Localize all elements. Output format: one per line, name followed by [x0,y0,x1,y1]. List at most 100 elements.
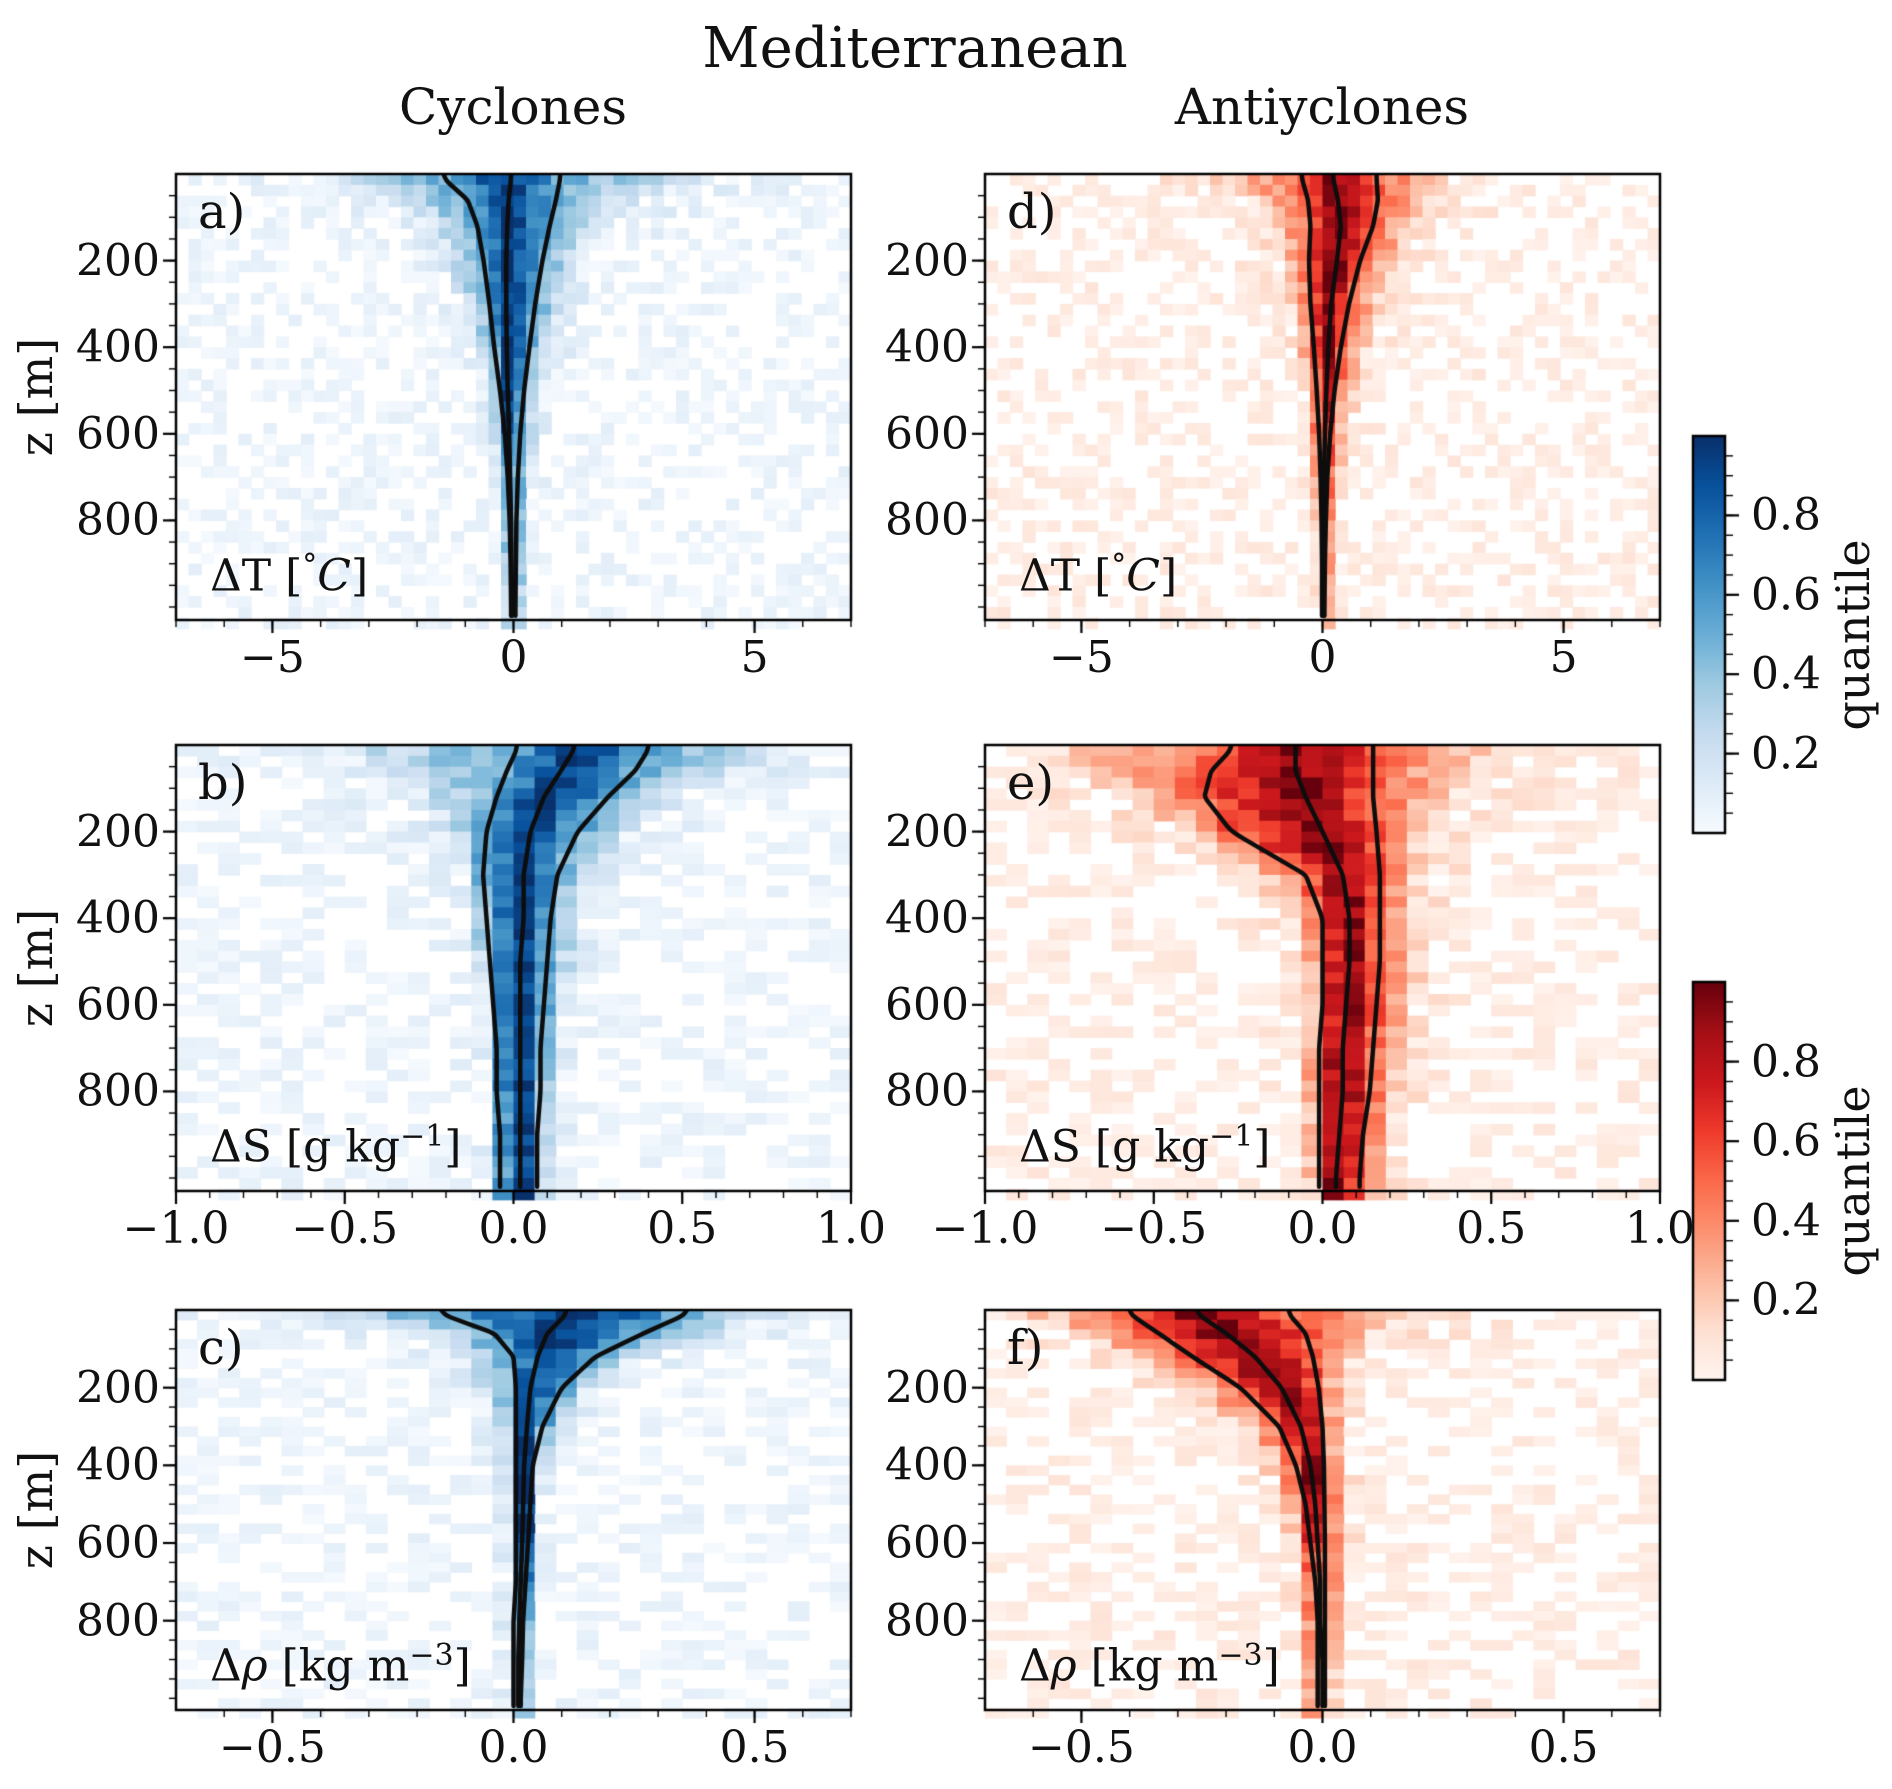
xtick-label-f-−0.5: −0.5 [1028,1722,1135,1773]
colorbar-red-tick-0.8: 0.8 [1751,1036,1821,1088]
xtick-label-e-−0.5: −0.5 [1100,1203,1208,1254]
colorbar-blue-tick-0.6: 0.6 [1751,569,1821,621]
panel-letter-a: a) [198,184,246,240]
column-header-cyclones: Cyclones [398,78,628,136]
xtick-label-a-−5: −5 [239,632,305,683]
var-label-part: ] [1262,1640,1280,1692]
xtick-label-b-−1.0: −1.0 [122,1203,230,1254]
xtick-label-e-0.5: 0.5 [1456,1203,1527,1254]
panel-letter-f: f) [1007,1320,1044,1376]
var-label-a: ΔT [°C] [210,548,368,602]
colorbar-red-tick-0.6: 0.6 [1751,1115,1821,1167]
xtick-label-b-−0.5: −0.5 [291,1203,399,1254]
var-label-d: ΔT [°C] [1019,548,1177,602]
column-header-antiyclones: Antiyclones [1174,78,1470,136]
var-label-part: C [317,550,351,602]
colorbar-blue [1693,436,1725,833]
ytick-label-c-200: 200 [76,1362,160,1414]
var-label-part: ° [1111,548,1127,583]
panel-letter-b: b) [198,755,248,811]
var-label-part: ΔT [ [210,550,303,602]
colorbar-blue-label: quantile [1826,538,1880,731]
colorbar-red-tick-0.2: 0.2 [1751,1274,1821,1326]
ytick-label-c-600: 600 [76,1517,160,1569]
ytick-label-b-200: 200 [76,806,160,858]
var-label-part: ρ [241,1640,268,1692]
var-label-part: [kg m [267,1640,410,1692]
ytick-label-b-800: 800 [76,1065,160,1117]
var-label-c: Δρ [kg m−3] [210,1638,471,1692]
ytick-label-a-200: 200 [76,235,160,287]
xtick-label-f-0.5: 0.5 [1528,1722,1599,1773]
panel-letter-d: d) [1007,184,1057,240]
var-label-e: ΔS [g kg−1] [1019,1119,1270,1173]
var-label-part: ΔS [g kg [1019,1121,1210,1173]
xtick-label-e-−1.0: −1.0 [931,1203,1039,1254]
xtick-label-c-−0.5: −0.5 [219,1722,326,1773]
xtick-label-f-0.0: 0.0 [1287,1722,1358,1773]
ytick-label-d-800: 800 [885,494,969,546]
var-label-part: ] [350,550,369,602]
xtick-label-b-0.5: 0.5 [647,1203,718,1254]
panel-d-heatmap [985,174,1660,620]
xtick-label-c-0.0: 0.0 [478,1722,549,1773]
y-axis-label-a: z [m] [9,337,63,457]
ytick-label-d-600: 600 [885,408,969,460]
var-label-part: −3 [409,1638,454,1673]
var-label-part: ΔT [ [1019,550,1112,602]
ytick-label-e-400: 400 [885,892,969,944]
ytick-label-b-600: 600 [76,979,160,1031]
panel-letter-c: c) [198,1320,244,1376]
xtick-label-e-1.0: 1.0 [1625,1203,1695,1254]
panel-b-heatmap [176,745,851,1191]
ytick-label-c-800: 800 [76,1595,160,1647]
colorbar-red-label: quantile [1826,1085,1880,1277]
ytick-label-f-800: 800 [885,1595,969,1647]
xtick-label-a-5: 5 [740,632,769,683]
var-label-part: [kg m [1076,1640,1219,1692]
colorbar-blue-tick-0.4: 0.4 [1751,648,1821,700]
ytick-label-f-200: 200 [885,1362,969,1414]
xtick-label-d-0: 0 [1308,632,1337,683]
xtick-label-c-0.5: 0.5 [719,1722,790,1773]
var-label-part: ] [444,1121,462,1173]
ytick-label-c-400: 400 [76,1439,160,1491]
ytick-label-e-800: 800 [885,1065,969,1117]
ytick-label-f-400: 400 [885,1439,969,1491]
var-label-part: Δ [210,1640,242,1692]
xtick-label-b-0.0: 0.0 [478,1203,549,1254]
var-label-part: −1 [400,1119,445,1154]
xtick-label-d-−5: −5 [1048,632,1114,683]
ytick-label-d-400: 400 [885,321,969,373]
var-label-part: −1 [1209,1119,1254,1154]
ytick-label-a-600: 600 [76,408,160,460]
ytick-label-a-400: 400 [76,321,160,373]
colorbar-red-tick-0.4: 0.4 [1751,1195,1821,1247]
colorbar-blue-tick-0.8: 0.8 [1751,489,1821,541]
y-axis-label-b: z [m] [9,908,63,1028]
var-label-part: Δ [1019,1640,1051,1692]
y-axis-label-c: z [m] [9,1450,63,1570]
xtick-label-d-5: 5 [1549,632,1578,683]
panel-c-heatmap [176,1310,851,1710]
xtick-label-e-0.0: 0.0 [1287,1203,1358,1254]
ytick-label-d-200: 200 [885,235,969,287]
ytick-label-b-400: 400 [76,892,160,944]
ytick-label-e-600: 600 [885,979,969,1031]
var-label-part: −3 [1218,1638,1263,1673]
var-label-b: ΔS [g kg−1] [210,1119,461,1173]
var-label-part: ΔS [g kg [210,1121,401,1173]
ytick-label-f-600: 600 [885,1517,969,1569]
var-label-part: ° [302,548,318,583]
ytick-label-e-200: 200 [885,806,969,858]
var-label-part: ρ [1050,1640,1077,1692]
panel-letter-e: e) [1007,755,1055,811]
var-label-part: ] [453,1640,471,1692]
figure-title: Mediterranean [702,16,1128,81]
colorbar-red [1693,982,1725,1380]
xtick-label-a-0: 0 [499,632,528,683]
var-label-part: ] [1159,550,1178,602]
var-label-part: ] [1253,1121,1271,1173]
